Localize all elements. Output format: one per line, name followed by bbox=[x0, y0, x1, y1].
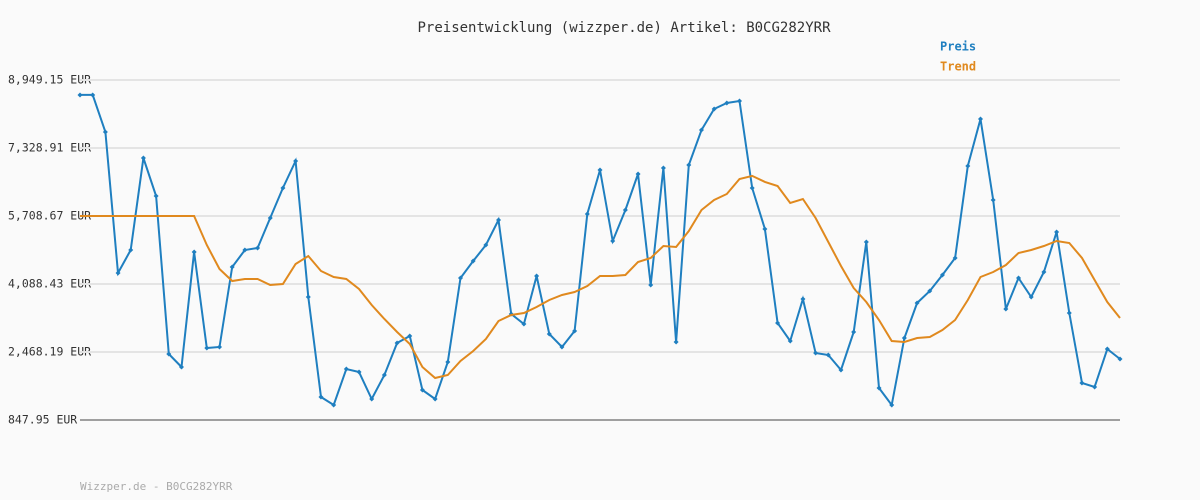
marker bbox=[889, 402, 895, 408]
marker bbox=[267, 215, 273, 221]
marker bbox=[318, 394, 324, 400]
marker bbox=[660, 165, 666, 171]
y-tick-label: 4,088.43 EUR bbox=[8, 277, 91, 291]
marker bbox=[952, 255, 958, 261]
marker bbox=[432, 396, 438, 402]
y-tick-label: 2,468.19 EUR bbox=[8, 345, 91, 359]
marker bbox=[698, 127, 704, 133]
marker bbox=[876, 385, 882, 391]
marker bbox=[1028, 294, 1034, 300]
marker bbox=[1104, 346, 1110, 352]
marker bbox=[673, 339, 679, 345]
footer: Wizzper.de - B0CG282YRR bbox=[80, 480, 233, 493]
marker bbox=[280, 185, 286, 191]
marker bbox=[851, 329, 857, 335]
marker bbox=[407, 333, 413, 339]
marker bbox=[483, 242, 489, 248]
marker bbox=[115, 270, 121, 276]
marker bbox=[102, 129, 108, 135]
marker bbox=[977, 116, 983, 122]
marker bbox=[419, 387, 425, 393]
marker bbox=[546, 331, 552, 337]
marker bbox=[1079, 380, 1085, 386]
marker bbox=[229, 264, 235, 270]
marker bbox=[775, 320, 781, 326]
marker bbox=[178, 364, 184, 370]
y-tick-label: 5,708.67 EUR bbox=[8, 209, 91, 223]
marker bbox=[356, 369, 362, 375]
marker bbox=[153, 193, 159, 199]
marker bbox=[305, 294, 311, 300]
y-tick-label: 8,949.15 EUR bbox=[8, 73, 91, 87]
marker bbox=[927, 288, 933, 294]
marker bbox=[787, 338, 793, 344]
marker bbox=[293, 158, 299, 164]
marker bbox=[331, 402, 337, 408]
marker bbox=[838, 367, 844, 373]
marker bbox=[90, 92, 96, 98]
marker bbox=[572, 328, 578, 334]
marker bbox=[1092, 384, 1098, 390]
marker bbox=[901, 335, 907, 341]
marker bbox=[470, 258, 476, 264]
marker bbox=[343, 366, 349, 372]
marker bbox=[255, 245, 261, 251]
line-0 bbox=[80, 93, 1121, 408]
marker bbox=[77, 92, 83, 98]
marker bbox=[140, 155, 146, 161]
marker bbox=[242, 247, 248, 253]
marker bbox=[369, 396, 375, 402]
y-tick-label: 847.95 EUR bbox=[8, 413, 77, 427]
marker bbox=[521, 321, 527, 327]
y-tick-label: 7,328.91 EUR bbox=[8, 141, 91, 155]
marker bbox=[217, 344, 223, 350]
marker bbox=[635, 171, 641, 177]
marker bbox=[622, 207, 628, 213]
marker bbox=[597, 167, 603, 173]
marker bbox=[749, 185, 755, 191]
marker bbox=[990, 197, 996, 203]
marker bbox=[648, 282, 654, 288]
marker bbox=[965, 163, 971, 169]
marker bbox=[737, 98, 743, 104]
marker bbox=[191, 249, 197, 255]
marker bbox=[1066, 310, 1072, 316]
marker bbox=[762, 226, 768, 232]
marker bbox=[711, 106, 717, 112]
marker bbox=[863, 239, 869, 245]
line-1 bbox=[80, 174, 1121, 380]
marker bbox=[496, 217, 502, 223]
marker bbox=[939, 272, 945, 278]
marker bbox=[1117, 356, 1123, 362]
marker bbox=[686, 162, 692, 168]
marker bbox=[394, 340, 400, 346]
legend-entry: Preis bbox=[940, 40, 976, 54]
marker bbox=[724, 100, 730, 106]
marker bbox=[166, 351, 172, 357]
marker bbox=[128, 247, 134, 253]
marker bbox=[1041, 269, 1047, 275]
marker bbox=[1054, 229, 1060, 235]
marker bbox=[813, 350, 819, 356]
marker bbox=[610, 238, 616, 244]
chart-title: Preisentwicklung (wizzper.de) Artikel: B… bbox=[417, 20, 831, 36]
marker bbox=[559, 344, 565, 350]
marker bbox=[457, 275, 463, 281]
marker bbox=[534, 273, 540, 279]
marker bbox=[381, 372, 387, 378]
marker bbox=[445, 359, 451, 365]
marker bbox=[584, 211, 590, 217]
marker bbox=[914, 300, 920, 306]
marker bbox=[800, 296, 806, 302]
marker bbox=[1003, 306, 1009, 312]
marker bbox=[1016, 275, 1022, 281]
legend-entry: Trend bbox=[940, 60, 976, 74]
marker bbox=[825, 352, 831, 358]
marker bbox=[204, 345, 210, 351]
